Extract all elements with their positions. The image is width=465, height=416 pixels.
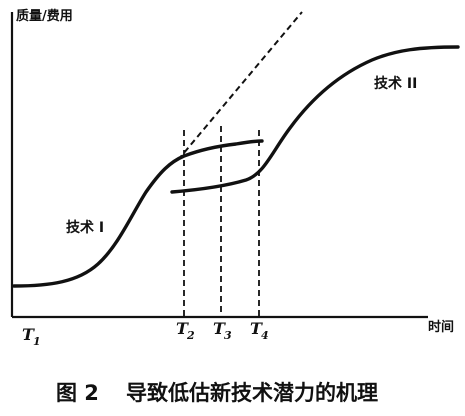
svg-text:2: 2 (186, 329, 195, 342)
svg-text:T: T (22, 325, 35, 344)
tick-t4: T 4 (250, 319, 269, 342)
svg-text:T: T (250, 319, 263, 338)
x-axis-label: 时间 (428, 319, 454, 335)
y-axis-label: 质量/费用 (16, 8, 73, 24)
tech1-curve (12, 139, 264, 288)
tech1-label: 技术 I (66, 219, 104, 236)
tech2-curve (170, 45, 460, 194)
figure-caption: 导致低估新技术潜力的机理 (126, 381, 378, 405)
extrapolation-dashed-line (177, 11, 303, 161)
figure-number: 图 2 (56, 381, 99, 405)
svg-text:1: 1 (33, 335, 41, 348)
svg-text:3: 3 (224, 329, 232, 342)
svg-text:4: 4 (261, 329, 269, 342)
tick-t1: T 1 (22, 325, 41, 348)
tick-t3: T 3 (213, 319, 232, 342)
tech2-label: 技术 II (374, 75, 417, 92)
tick-t2: T 2 (176, 319, 195, 342)
svg-text:T: T (176, 319, 189, 338)
svg-text:T: T (213, 319, 226, 338)
